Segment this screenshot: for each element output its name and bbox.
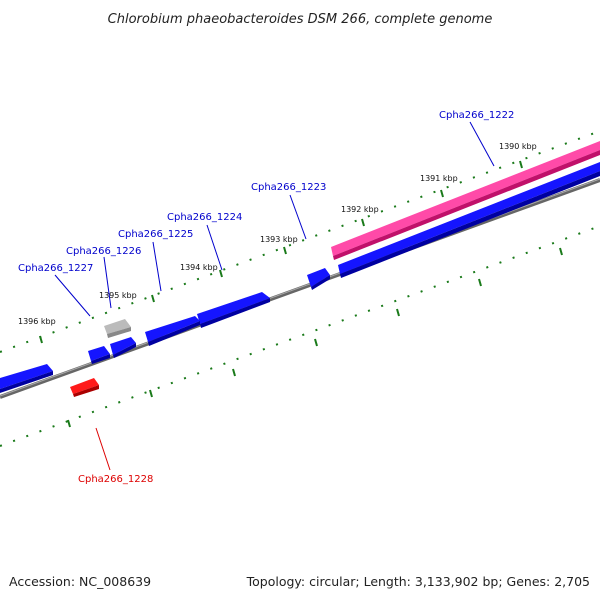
scale-label: 1395 kbp (99, 291, 137, 300)
scale-label: 1396 kbp (18, 317, 56, 326)
label-leaders (54, 121, 495, 471)
gene-label-cpha266-1225[interactable]: Cpha266_1225 (118, 229, 193, 240)
gene-label-cpha266-1222[interactable]: Cpha266_1222 (439, 110, 514, 121)
genome-summary-text: Topology: circular; Length: 3,133,902 bp… (246, 574, 590, 589)
outer-scale-ring (0, 130, 600, 353)
scale-labels: 1390 kbp 1391 kbp 1392 kbp 1393 kbp 1394… (18, 142, 537, 326)
accession-text: Accession: NC_008639 (9, 574, 151, 589)
gene-labels: Cpha266_1222 Cpha266_1223 Cpha266_1224 C… (18, 110, 514, 485)
gene-cpha266-1225[interactable] (145, 316, 200, 346)
scale-label: 1391 kbp (420, 174, 458, 183)
scale-label: 1394 kbp (180, 263, 218, 272)
map-title: Chlorobium phaeobacteroides DSM 266, com… (108, 12, 493, 27)
gene-label-cpha266-1228[interactable]: Cpha266_1228 (78, 474, 153, 485)
gene-label-cpha266-1227[interactable]: Cpha266_1227 (18, 263, 93, 274)
gene-band-blue[interactable] (338, 162, 600, 278)
gene-cpha266-1222-band[interactable] (331, 141, 600, 260)
genome-backbone (0, 178, 600, 399)
gene-label-cpha266-1223[interactable]: Cpha266_1223 (251, 182, 326, 193)
gene-left-blue[interactable] (0, 364, 53, 393)
gene-label-cpha266-1226[interactable]: Cpha266_1226 (66, 246, 141, 257)
gene-cpha266-1226[interactable] (110, 337, 136, 358)
gene-label-cpha266-1224[interactable]: Cpha266_1224 (167, 212, 242, 223)
gene-small-blue[interactable] (88, 346, 110, 364)
inner-scale-ring (0, 225, 600, 447)
scale-label: 1390 kbp (499, 142, 537, 151)
scale-label: 1393 kbp (260, 235, 298, 244)
scale-label: 1392 kbp (341, 205, 379, 214)
gene-cpha266-1224[interactable] (197, 292, 270, 328)
gene-cpha266-1227[interactable] (104, 319, 131, 338)
gene-cpha266-1228[interactable] (70, 378, 99, 397)
gene-cpha266-1223[interactable] (307, 268, 330, 290)
